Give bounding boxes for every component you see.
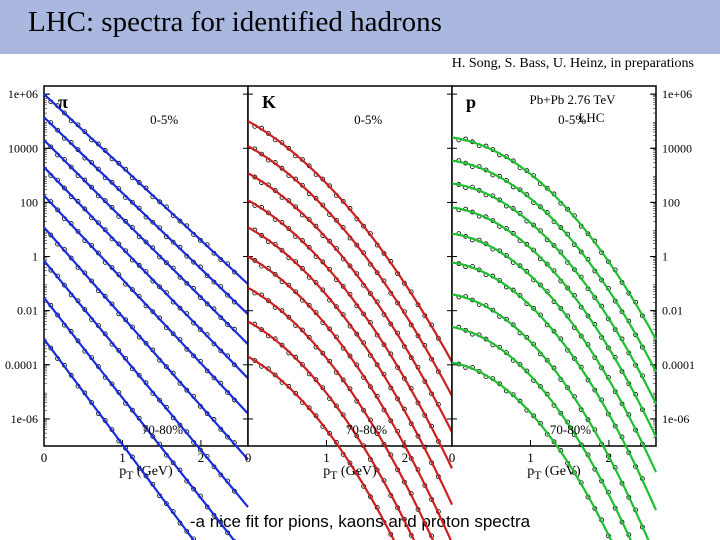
xlabel-p: pT (GeV) xyxy=(452,446,656,482)
panel-K: 012K0-5%70-80% xyxy=(248,86,452,446)
svg-text:0.01: 0.01 xyxy=(662,304,683,318)
svg-text:0: 0 xyxy=(245,450,252,465)
figure-wrap: dN/p_T dp_T (GeV^-2) 1e-060.00010.011100… xyxy=(44,86,696,482)
svg-text:1: 1 xyxy=(527,450,534,465)
slide-title: LHC: spectra for identified hadrons xyxy=(28,6,442,39)
svg-text:1e+06: 1e+06 xyxy=(662,87,692,101)
svg-text:K: K xyxy=(262,92,276,112)
svg-text:π: π xyxy=(58,92,68,112)
svg-text:1e-06: 1e-06 xyxy=(662,412,689,426)
panel-pi: 1e-060.00010.011100100001e+06012π0-5%70-… xyxy=(44,86,248,446)
svg-text:0: 0 xyxy=(449,450,456,465)
svg-text:LHC: LHC xyxy=(578,110,604,125)
svg-text:1e+06: 1e+06 xyxy=(8,87,38,101)
svg-text:100: 100 xyxy=(662,195,680,209)
svg-text:70-80%: 70-80% xyxy=(346,422,387,437)
svg-text:0.01: 0.01 xyxy=(17,304,38,318)
svg-text:0-5%: 0-5% xyxy=(354,112,382,127)
svg-text:70-80%: 70-80% xyxy=(142,422,183,437)
caption-text: -a nice fit for pions, kaons and proton … xyxy=(190,512,530,531)
svg-text:1: 1 xyxy=(662,250,668,264)
svg-text:0.0001: 0.0001 xyxy=(5,358,38,372)
svg-text:0: 0 xyxy=(41,450,48,465)
svg-text:10000: 10000 xyxy=(8,141,38,155)
panel-p: 1e-060.00010.011100100001e+06012p0-5%70-… xyxy=(452,86,656,446)
svg-text:1: 1 xyxy=(32,250,38,264)
svg-text:1e-06: 1e-06 xyxy=(11,412,38,426)
title-bar: LHC: spectra for identified hadrons xyxy=(0,0,720,54)
caption: -a nice fit for pions, kaons and proton … xyxy=(0,482,720,532)
svg-text:0-5%: 0-5% xyxy=(150,112,178,127)
credits-line: H. Song, S. Bass, U. Heinz, in preparati… xyxy=(0,54,720,76)
svg-text:100: 100 xyxy=(20,195,38,209)
svg-text:p: p xyxy=(466,92,476,112)
svg-text:Pb+Pb 2.76 TeV: Pb+Pb 2.76 TeV xyxy=(530,92,617,107)
panel-row: 1e-060.00010.011100100001e+06012π0-5%70-… xyxy=(44,86,696,446)
svg-text:0.0001: 0.0001 xyxy=(662,358,695,372)
credits-text: H. Song, S. Bass, U. Heinz, in preparati… xyxy=(452,56,694,71)
svg-text:1: 1 xyxy=(119,450,126,465)
svg-text:10000: 10000 xyxy=(662,141,692,155)
svg-text:1: 1 xyxy=(323,450,330,465)
svg-text:70-80%: 70-80% xyxy=(550,422,591,437)
